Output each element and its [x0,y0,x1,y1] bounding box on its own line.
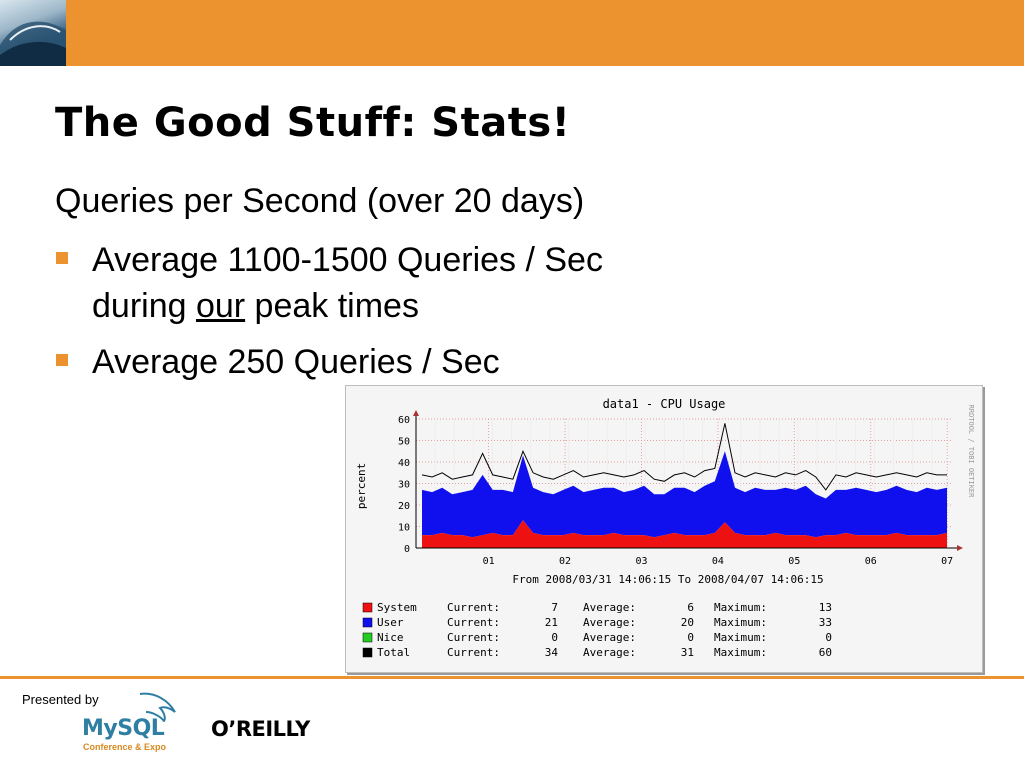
y-tick-label: 30 [398,480,410,491]
legend-text: Average: [583,646,636,659]
x-tick-label: 03 [635,556,647,567]
legend-swatch [362,617,373,628]
legend-text: 21 [545,616,558,629]
legend-text: System [377,601,417,614]
bullet-item-1: Average 1100-1500 Queries / Sec during o… [92,237,603,329]
bullet-1-emphasis: our [195,287,246,325]
rrdtool-credit: RRDTOOL / TOBI OETIKER [967,405,975,499]
subheading: Queries per Second (over 20 days) [55,182,585,220]
bullet-marker-1 [56,252,68,264]
mysql-logo: MySQL [82,716,165,741]
legend-text: 0 [551,631,558,644]
legend-text: 33 [819,616,832,629]
x-tick-label: 05 [788,556,800,567]
y-axis-label: percent [355,463,368,509]
bullet-item-2: Average 250 Queries / Sec [92,343,500,381]
y-tick-label: 50 [398,437,410,448]
y-tick-label: 10 [398,523,410,534]
y-tick-label: 60 [398,415,410,426]
legend-text: 6 [687,601,694,614]
chart-axes: 0 10 20 30 40 50 60 01 02 03 04 05 06 07 [398,410,963,567]
total-line [421,423,947,491]
mysql-dolphin-icon [139,692,176,722]
y-tick-label: 40 [398,458,410,469]
chart-canvas: data1 - CPU Usage percent RRDTOOL / TOBI… [355,397,975,659]
oreilly-logo: O’REILLY [211,717,310,741]
legend-text: 7 [551,601,558,614]
legend-text: 0 [825,631,832,644]
legend-text: 0 [687,631,694,644]
presented-by-label: Presented by [22,692,99,707]
legend-text: Maximum: [714,601,767,614]
legend-text: Average: [583,631,636,644]
y-tick-label: 20 [398,501,410,512]
system-area [422,520,947,548]
y-tick-label: 0 [404,544,410,555]
bullet-1-line2-post: peak times [245,287,419,325]
chart-title: data1 - CPU Usage [603,397,726,411]
mysql-subtitle: Conference & Expo [83,742,167,752]
x-tick-label: 07 [941,556,953,567]
bullet-1-line2: during our peak times [92,283,603,329]
footer-divider [0,676,1024,679]
legend-text: User [377,616,404,629]
bullet-1-line2-pre: during [92,287,196,325]
wave-logo-graphic [0,21,66,66]
bullet-1-line1: Average 1100-1500 Queries / Sec [92,241,603,279]
date-range-label: From 2008/03/31 14:06:15 To 2008/04/07 1… [512,573,823,586]
chart-plot-area [421,423,947,548]
legend-text: Nice [377,631,404,644]
legend-text: 31 [681,646,694,659]
wave-logo [0,0,66,66]
legend-text: Maximum: [714,646,767,659]
y-axis-arrow [413,410,419,416]
legend-text: Maximum: [714,631,767,644]
page-title: The Good Stuff: Stats! [55,100,571,146]
legend-text: Total [377,646,410,659]
x-tick-label: 04 [712,556,724,567]
chart-legend: System Current: 7 Average: 6 Maximum: 13 User Cu… [362,601,832,659]
bullet-marker-2 [56,354,68,366]
cpu-usage-chart: data1 - CPU Usage percent RRDTOOL / TOBI… [345,385,983,673]
legend-swatch [362,632,373,643]
user-area [422,451,947,538]
legend-text: 34 [545,646,559,659]
x-tick-label: 02 [559,556,571,567]
legend-text: 13 [819,601,832,614]
legend-text: Average: [583,616,636,629]
legend-text: Current: [447,601,500,614]
legend-text: Current: [447,646,500,659]
x-tick-label: 01 [483,556,495,567]
legend-text: Average: [583,601,636,614]
legend-text: 60 [819,646,832,659]
x-axis-arrow [957,545,963,551]
x-tick-label: 06 [865,556,877,567]
legend-text: 20 [681,616,694,629]
legend-text: Maximum: [714,616,767,629]
legend-swatch [362,602,373,613]
legend-text: Current: [447,631,500,644]
legend-text: Current: [447,616,500,629]
legend-swatch [362,647,373,658]
header-bar [0,0,1024,66]
